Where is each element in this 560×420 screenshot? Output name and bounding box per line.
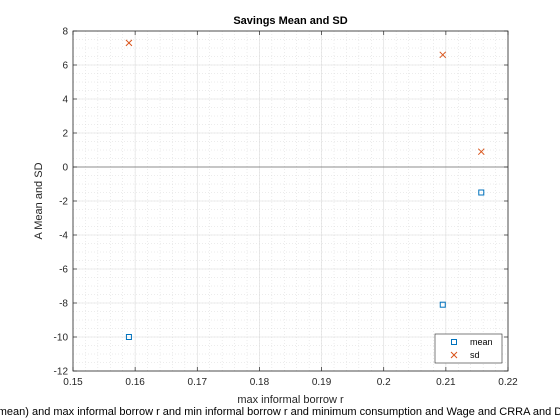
y-axis-title: A Mean and SD [33, 162, 45, 239]
legend-mean-label: mean [470, 337, 493, 347]
y-tick-label: 6 [62, 61, 68, 72]
x-tick-label: 0.2 [377, 377, 391, 388]
x-marker-stroke [450, 351, 458, 359]
x-marker-stroke [439, 51, 447, 59]
x-tick-label: 0.19 [312, 377, 332, 388]
x-tick-label: 0.22 [498, 377, 518, 388]
y-tick-label: 0 [62, 163, 68, 174]
y-tick-label: 2 [62, 129, 68, 140]
x-tick-label: 0.21 [436, 377, 456, 388]
legend-sd-label: sd [470, 350, 480, 360]
point-mean [439, 301, 446, 308]
x-tick-label: 0.15 [63, 377, 83, 388]
y-tick-label: -4 [59, 231, 68, 242]
x-tick-label: 0.18 [250, 377, 270, 388]
y-tick-labels: -12 -10 -8 -6 -4 -2 0 2 4 6 8 [54, 27, 69, 378]
data-points [125, 39, 485, 340]
y-tick-label: -8 [59, 299, 68, 310]
x-tick-labels: 0.15 0.16 0.17 0.18 0.19 0.2 0.21 0.22 [63, 377, 518, 388]
y-tick-label: -12 [54, 367, 69, 378]
x-tick-label: 0.16 [125, 377, 145, 388]
point-mean [478, 189, 485, 196]
figure-caption: mean) and max informal borrow r and min … [0, 406, 560, 418]
x-axis-title: max informal borrow r [237, 394, 344, 406]
legend-square-marker [451, 339, 457, 345]
chart-title: Savings Mean and SD [233, 15, 347, 27]
tick-marks [72, 30, 509, 372]
legend-x-marker [450, 351, 458, 359]
legend-sd-marker [450, 351, 458, 359]
y-tick-label: 4 [62, 95, 68, 106]
x-tick-label: 0.17 [188, 377, 208, 388]
point-sd [477, 148, 485, 156]
point-mean [125, 334, 132, 340]
y-tick-label: 8 [62, 27, 68, 38]
point-sd [125, 39, 133, 47]
legend[interactable]: mean sd [434, 333, 503, 364]
point-sd [439, 51, 447, 59]
x-marker-stroke [125, 39, 133, 47]
y-tick-label: -6 [59, 265, 68, 276]
y-tick-label: -10 [54, 333, 69, 344]
y-tick-label: -2 [59, 197, 68, 208]
legend-box [434, 333, 503, 364]
x-marker-stroke [477, 148, 485, 156]
legend-mean-marker [451, 339, 457, 345]
